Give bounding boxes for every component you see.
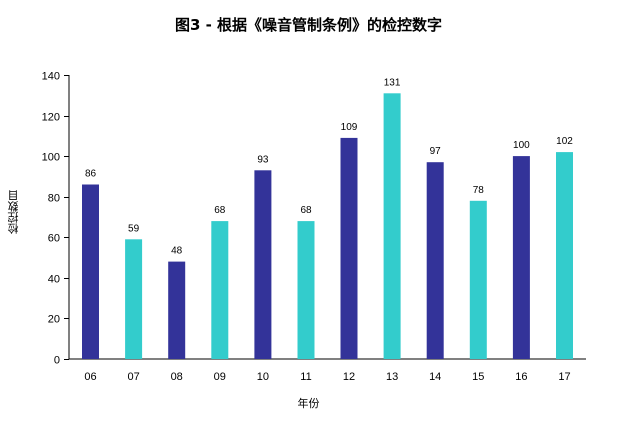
x-tick-label: 06	[84, 371, 96, 383]
bar-07	[125, 239, 143, 359]
bar-15	[469, 200, 487, 359]
y-tick-label: 40	[48, 274, 60, 286]
bar-09	[211, 221, 229, 359]
data-label: 102	[556, 136, 573, 147]
data-label: 131	[384, 77, 401, 88]
bar-13	[383, 93, 401, 360]
x-tick-label: 08	[171, 371, 183, 383]
x-tick-label: 15	[472, 371, 484, 383]
bar-12	[340, 137, 358, 359]
bar-10	[254, 170, 272, 359]
data-label: 93	[257, 154, 269, 165]
y-tick-label: 80	[48, 193, 60, 205]
data-label: 68	[214, 205, 226, 216]
data-label: 68	[300, 205, 312, 216]
x-tick-label: 07	[127, 371, 139, 383]
bar-06	[82, 184, 99, 359]
data-label: 59	[128, 223, 140, 234]
y-tick-label: 20	[48, 314, 60, 326]
x-tick-label: 10	[257, 371, 269, 383]
bar-11	[297, 221, 315, 359]
bar-08	[168, 261, 186, 359]
x-tick-label: 09	[214, 371, 226, 383]
data-label: 100	[513, 140, 530, 151]
data-label: 48	[171, 246, 183, 257]
bar-16	[512, 156, 530, 359]
y-tick-label: 120	[42, 112, 60, 124]
bar-14	[426, 162, 444, 359]
data-label: 86	[85, 169, 97, 180]
y-tick-label: 140	[42, 71, 60, 83]
y-tick-label: 100	[42, 152, 60, 164]
data-label: 97	[430, 146, 442, 157]
x-axis-label: 年份	[297, 397, 320, 410]
x-tick-label: 14	[429, 371, 441, 383]
x-tick-label: 16	[515, 371, 527, 383]
y-tick-label: 0	[54, 355, 60, 367]
bar-17	[556, 152, 573, 359]
chart-title: 图3 - 根据《噪音管制条例》的检控数字	[174, 16, 443, 34]
x-tick-label: 13	[386, 371, 398, 383]
x-tick-label: 17	[558, 371, 570, 383]
data-label: 109	[341, 122, 358, 133]
y-tick-label: 60	[48, 233, 60, 245]
x-tick-label: 11	[300, 371, 311, 383]
data-label: 78	[473, 185, 485, 196]
x-tick-label: 12	[343, 371, 355, 383]
